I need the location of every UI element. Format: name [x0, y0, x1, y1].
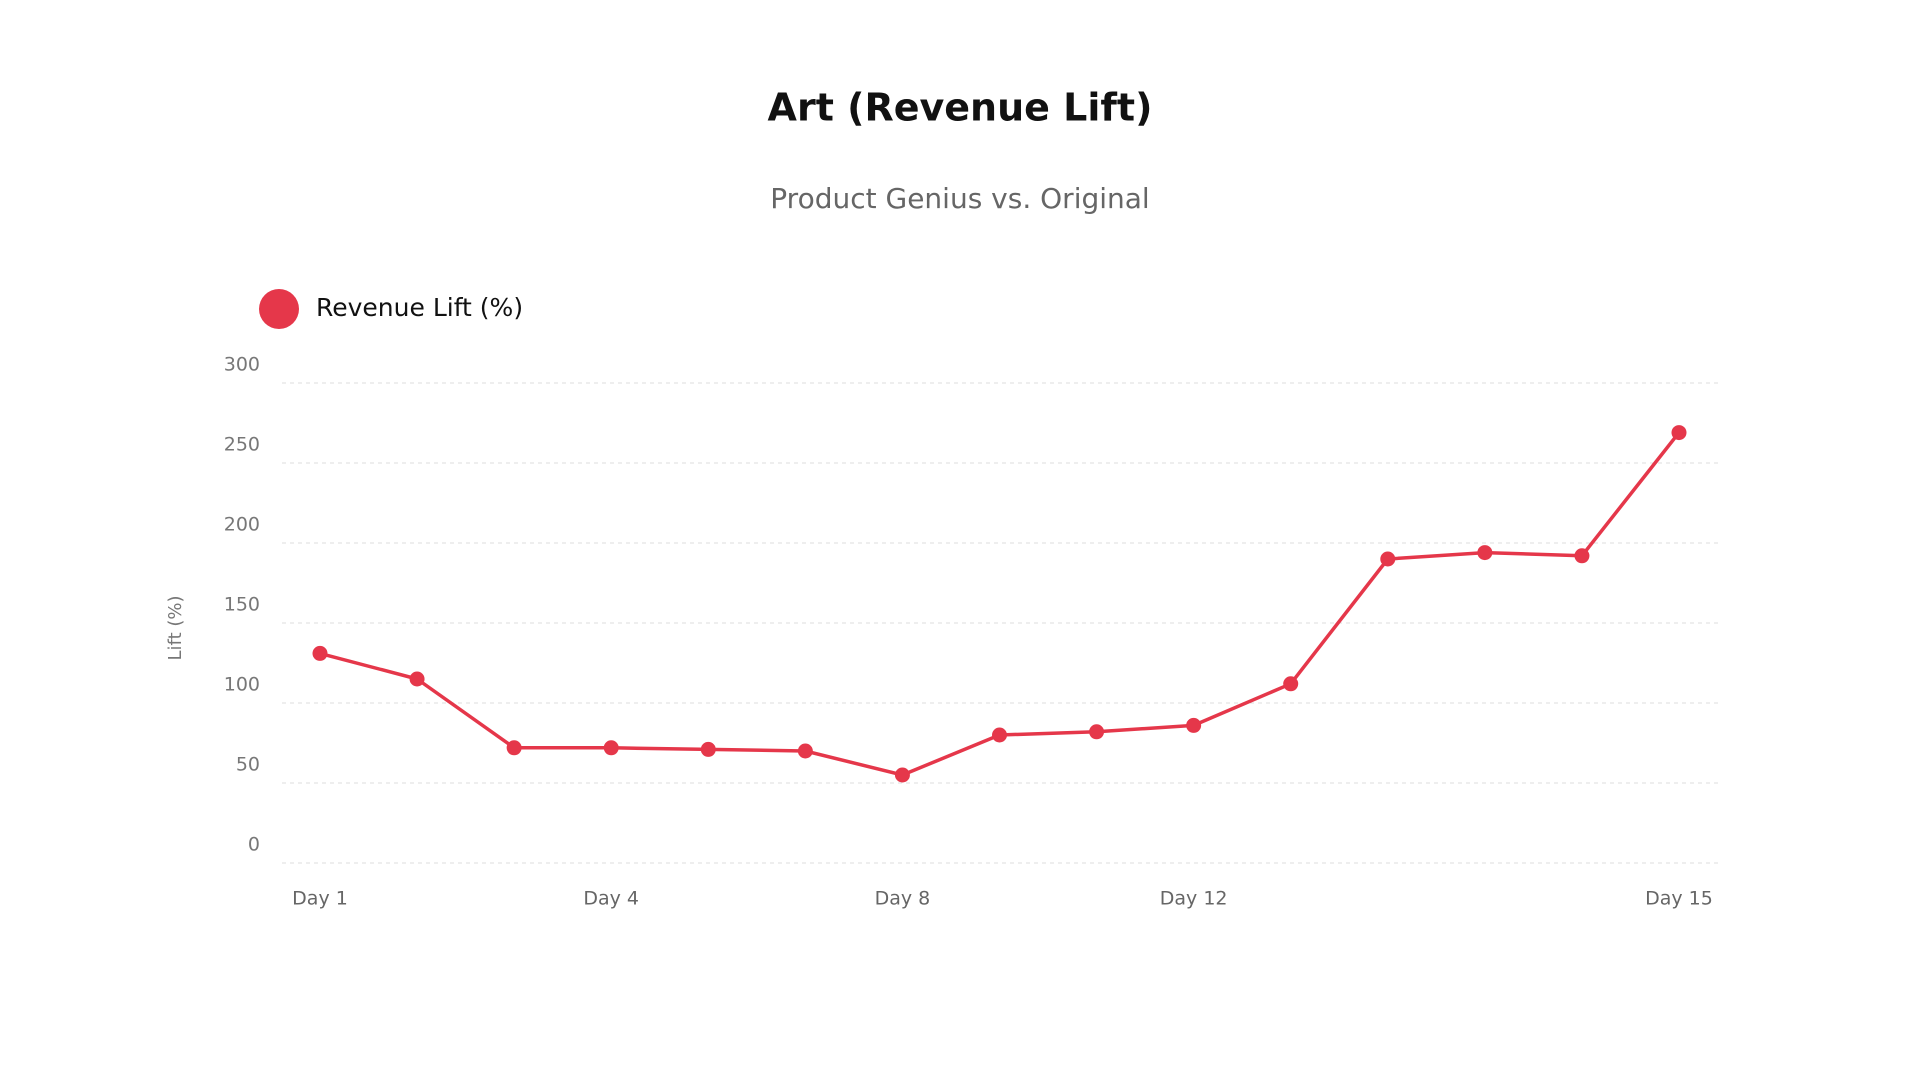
y-tick-label: 50 [236, 754, 260, 776]
data-point [797, 743, 813, 759]
legend-label: Revenue Lift (%) [316, 293, 523, 322]
y-tick-label: 0 [248, 834, 260, 856]
y-tick-label: 150 [224, 594, 260, 616]
data-point [700, 741, 716, 757]
data-point [1477, 545, 1493, 561]
data-point [506, 740, 522, 756]
series-line [319, 431, 1681, 777]
data-point [1283, 676, 1299, 692]
data-point [409, 671, 425, 687]
x-tick-label: Day 12 [1160, 888, 1228, 910]
x-tick-label: Day 15 [1645, 888, 1713, 910]
y-tick-label: 200 [224, 514, 260, 536]
y-tick-label: 250 [224, 434, 260, 456]
y-tick-label: 300 [224, 354, 260, 376]
data-point [1186, 717, 1202, 733]
legend-marker [259, 289, 299, 329]
chart-subtitle: Product Genius vs. Original [770, 182, 1149, 215]
data-point [603, 740, 619, 756]
data-point [992, 727, 1007, 743]
data-point [1380, 551, 1396, 567]
data-point [1089, 724, 1105, 740]
x-tick-label: Day 8 [875, 888, 931, 910]
data-point [312, 645, 328, 661]
data-point [1574, 548, 1590, 564]
x-tick-label: Day 4 [583, 888, 639, 910]
data-point [894, 767, 910, 783]
data-point [1671, 425, 1687, 441]
y-tick-label: 100 [224, 674, 260, 696]
chart-title: Art (Revenue Lift) [768, 86, 1153, 130]
x-tick-label: Day 1 [292, 888, 348, 910]
y-axis-title: Lift (%) [165, 596, 186, 661]
